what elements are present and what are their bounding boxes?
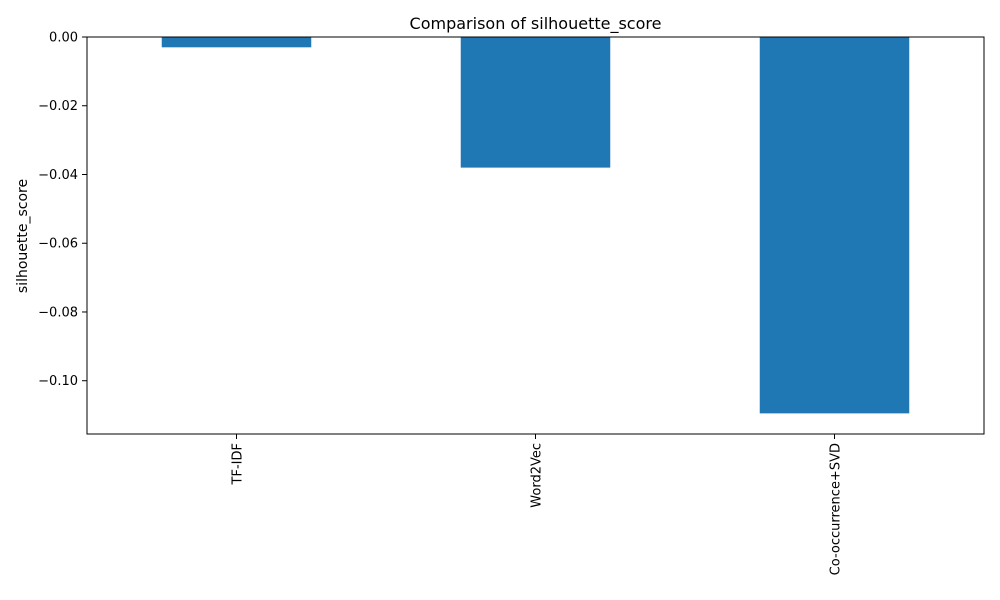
bar-1	[460, 37, 611, 168]
y-axis-ticks: 0.00 −0.02 −0.04 −0.06 −0.08 −0.10	[38, 31, 87, 389]
bar-2	[759, 37, 910, 414]
y-axis-label: silhouette_score	[15, 179, 31, 293]
x-axis-ticks: TF-IDF Word2Vec Co-occurrence+SVD	[231, 434, 844, 575]
bar-0	[161, 37, 312, 48]
x-tick-label-1: Word2Vec	[530, 443, 545, 508]
x-tick-label-2: Co-occurrence+SVD	[829, 443, 844, 575]
x-tick-label-0: TF-IDF	[231, 443, 246, 485]
y-tick-label-4: −0.08	[38, 305, 78, 320]
y-tick-label-0: 0.00	[49, 31, 78, 46]
bars-group	[161, 37, 910, 414]
chart-title: Comparison of silhouette_score	[410, 14, 662, 34]
y-tick-label-5: −0.10	[38, 374, 78, 389]
y-tick-label-3: −0.06	[38, 237, 78, 252]
plot-frame	[86, 36, 985, 435]
y-tick-label-2: −0.04	[38, 168, 78, 183]
y-tick-label-1: −0.02	[38, 99, 78, 114]
